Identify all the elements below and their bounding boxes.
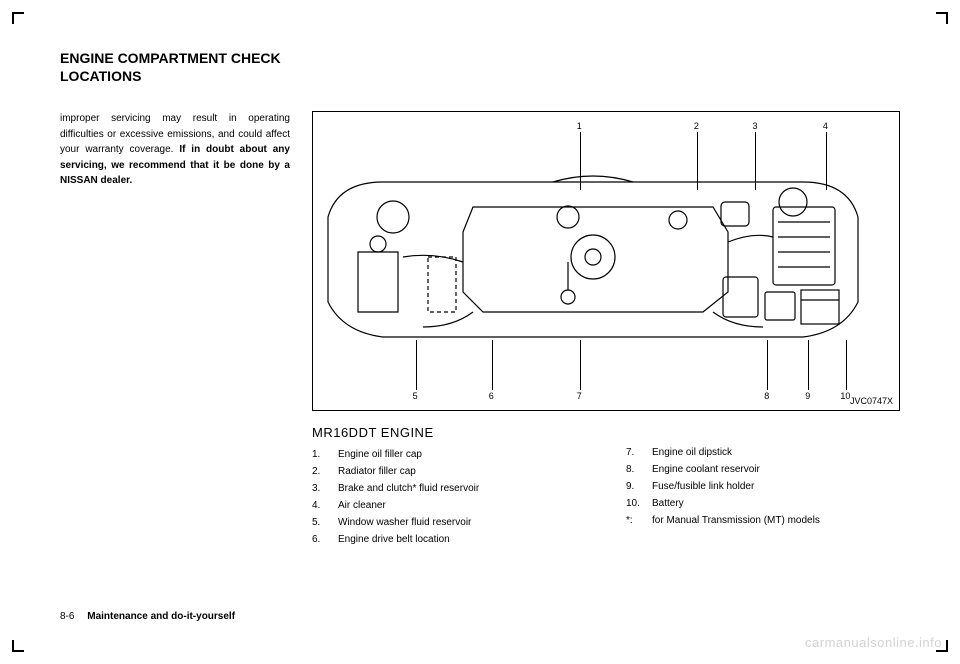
legend-item: *: for Manual Transmission (MT) models	[626, 512, 900, 529]
item-num: 10.	[626, 495, 642, 512]
crop-mark-bl	[12, 640, 24, 652]
item-text: for Manual Transmission (MT) models	[652, 512, 820, 529]
callout-bot-7: 7	[577, 391, 582, 401]
page-footer: 8-6 Maintenance and do-it-yourself	[60, 611, 235, 622]
item-text: Engine coolant reservoir	[652, 461, 760, 478]
callout-bot-6: 6	[489, 391, 494, 401]
legend-columns: MR16DDT ENGINE 1. Engine oil filler cap 2…	[312, 425, 900, 548]
item-text: Radiator filler cap	[338, 463, 416, 480]
legend-left-column: MR16DDT ENGINE 1. Engine oil filler cap 2…	[312, 425, 586, 548]
callout-bot-10: 10	[840, 391, 850, 401]
watermark: carmanualsonline.info	[805, 635, 942, 650]
intro-paragraph: improper servicing may result in operati…	[60, 111, 290, 189]
item-num: 6.	[312, 531, 328, 548]
legend-item: 1. Engine oil filler cap	[312, 446, 586, 463]
engine-diagram-figure: 1 2 3 4 5 6 7 8 9 10	[312, 111, 900, 411]
callout-bot-9: 9	[805, 391, 810, 401]
callout-top-3: 3	[753, 121, 758, 131]
item-num: 3.	[312, 480, 328, 497]
item-text: Engine oil dipstick	[652, 444, 732, 461]
item-num: 7.	[626, 444, 642, 461]
section-name: Maintenance and do-it-yourself	[87, 611, 235, 622]
crop-mark-tr	[936, 12, 948, 24]
legend-item: 6. Engine drive belt location	[312, 531, 586, 548]
legend-right-column: 7. Engine oil dipstick 8. Engine coolant r…	[626, 425, 900, 548]
right-column: 1 2 3 4 5 6 7 8 9 10	[312, 111, 900, 548]
crop-mark-tl	[12, 12, 24, 24]
legend-item: 8. Engine coolant reservoir	[626, 461, 900, 478]
item-num: 2.	[312, 463, 328, 480]
callout-top-2: 2	[694, 121, 699, 131]
legend-item: 4. Air cleaner	[312, 497, 586, 514]
heading-line-1: ENGINE COMPARTMENT CHECK	[60, 50, 900, 68]
page-number: 8-6	[60, 611, 74, 622]
engine-model-title: MR16DDT ENGINE	[312, 425, 586, 440]
callout-top-4: 4	[823, 121, 828, 131]
item-num: *:	[626, 512, 642, 529]
legend-item: 9. Fuse/fusible link holder	[626, 478, 900, 495]
figure-code: JVC0747X	[850, 396, 893, 406]
section-heading: ENGINE COMPARTMENT CHECK LOCATIONS	[60, 50, 900, 85]
item-num: 9.	[626, 478, 642, 495]
legend-item: 5. Window washer fluid reservoir	[312, 514, 586, 531]
callout-bot-8: 8	[764, 391, 769, 401]
item-num: 1.	[312, 446, 328, 463]
item-num: 4.	[312, 497, 328, 514]
engine-line-art	[323, 162, 863, 352]
spacer	[626, 425, 900, 444]
item-text: Window washer fluid reservoir	[338, 514, 471, 531]
legend-item: 10. Battery	[626, 495, 900, 512]
item-text: Battery	[652, 495, 684, 512]
heading-line-2: LOCATIONS	[60, 68, 900, 86]
left-column: improper servicing may result in operati…	[60, 111, 290, 548]
item-text: Air cleaner	[338, 497, 386, 514]
manual-page: ENGINE COMPARTMENT CHECK LOCATIONS impro…	[0, 0, 960, 664]
callout-bot-5: 5	[413, 391, 418, 401]
item-text: Brake and clutch* fluid reservoir	[338, 480, 479, 497]
legend-item: 2. Radiator filler cap	[312, 463, 586, 480]
item-text: Engine drive belt location	[338, 531, 450, 548]
callout-top-1: 1	[577, 121, 582, 131]
item-text: Engine oil filler cap	[338, 446, 422, 463]
legend-item: 7. Engine oil dipstick	[626, 444, 900, 461]
item-text: Fuse/fusible link holder	[652, 478, 754, 495]
item-num: 8.	[626, 461, 642, 478]
item-num: 5.	[312, 514, 328, 531]
content-columns: improper servicing may result in operati…	[60, 111, 900, 548]
legend-item: 3. Brake and clutch* fluid reservoir	[312, 480, 586, 497]
